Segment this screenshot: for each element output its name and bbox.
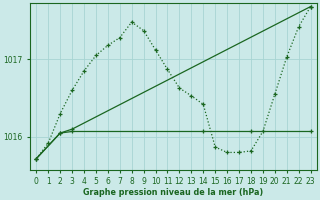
X-axis label: Graphe pression niveau de la mer (hPa): Graphe pression niveau de la mer (hPa) [83,188,264,197]
